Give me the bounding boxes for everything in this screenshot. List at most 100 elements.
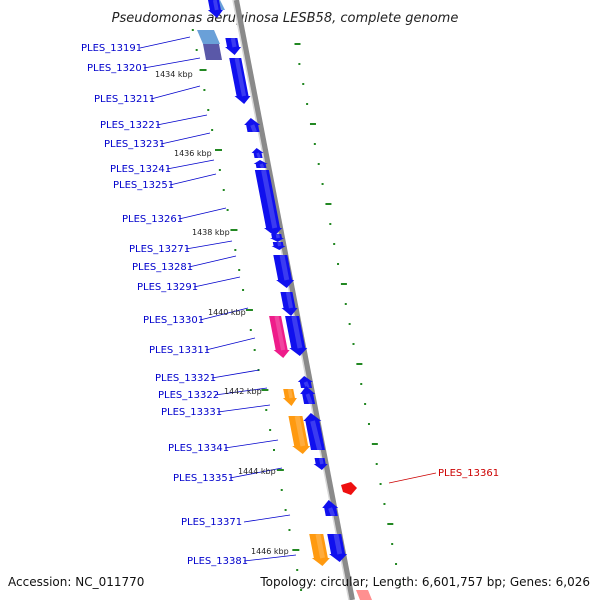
gene-arrow <box>322 500 339 516</box>
gene-arrow-orange <box>282 389 297 406</box>
gene-arrow-orange-shade <box>294 415 306 447</box>
gene-arrow <box>280 292 298 316</box>
gene-arrow-orange-shade <box>315 533 325 559</box>
gene-arrow-shade <box>230 37 237 48</box>
gene-arrow-orange <box>288 416 311 454</box>
gene-arrow <box>225 38 242 55</box>
gene-arrow <box>254 170 283 236</box>
gene-arrow-shade <box>333 533 343 555</box>
gene-arrow-shade <box>303 381 310 389</box>
gene-arrow <box>285 316 308 356</box>
gene-arrow-red <box>356 590 372 600</box>
gene-arrow-pink-shade <box>274 315 286 351</box>
gene-arrow-shade <box>250 124 257 133</box>
gene-arrow-red <box>341 482 357 495</box>
gene-arrow-shade <box>256 152 261 159</box>
gene-arrow <box>244 118 261 132</box>
leader-line <box>229 467 283 479</box>
gene-label[interactable]: PLES_13351 <box>173 473 234 484</box>
topology-text: Topology: circular; Length: 6,601,757 bp… <box>259 575 590 589</box>
gene-label[interactable]: PLES_13381 <box>187 556 248 567</box>
gene-arrow-shade <box>277 241 282 247</box>
leader-line <box>156 114 208 126</box>
map-title: Pseudomonas aeruginosa LESB58, complete … <box>112 11 459 26</box>
gene-label[interactable]: PLES_13261 <box>122 214 183 225</box>
leader-line <box>243 554 297 562</box>
gene-arrow <box>270 234 285 242</box>
gene-label[interactable]: PLES_13371 <box>181 517 242 528</box>
leader-line <box>143 57 201 69</box>
gene-arrow-shade <box>212 0 219 11</box>
gene-label[interactable]: PLES_13251 <box>113 180 174 191</box>
gene-arrow-shade <box>279 254 290 281</box>
gene-arrow-shade <box>319 457 324 465</box>
gene-arrow-shade <box>275 233 280 239</box>
gene-arrow <box>300 386 316 404</box>
gene-arrow <box>271 242 286 250</box>
gene-label[interactable]: PLES_13311 <box>149 345 210 356</box>
leader-line <box>150 85 201 100</box>
gene-label-highlight[interactable]: PLES_13361 <box>438 468 499 479</box>
gene-arrow <box>207 0 223 18</box>
gene-arrow-shade <box>328 507 336 517</box>
leader-line <box>217 404 271 413</box>
leader-line <box>185 240 233 250</box>
gene-label[interactable]: PLES_13281 <box>132 262 193 273</box>
kbp-label: 1436 kbp <box>174 149 212 158</box>
label-leaders <box>139 36 437 562</box>
leader-line <box>160 132 211 145</box>
gene-features <box>207 0 372 600</box>
gene-arrow <box>297 376 313 388</box>
kbp-label: 1434 kbp <box>155 70 193 79</box>
gene-labels: PLES_13191 PLES_13201 PLES_13211 PLES_13… <box>81 43 499 567</box>
kbp-label: 1442 kbp <box>224 387 262 396</box>
leader-line <box>211 369 260 379</box>
gene-arrow <box>327 534 348 562</box>
leader-line <box>188 255 237 268</box>
gene-label[interactable]: PLES_13201 <box>87 63 148 74</box>
gene-arrow-shade <box>285 291 294 309</box>
leader-line <box>214 387 268 396</box>
leader-line <box>139 36 191 49</box>
leader-line <box>199 307 249 321</box>
gene-label[interactable]: PLES_13331 <box>161 407 222 418</box>
kbp-labels: 1434 kbp 1436 kbp 1438 kbp 1440 kbp 1442… <box>155 70 289 556</box>
gene-label[interactable]: PLES_13321 <box>155 373 216 384</box>
gene-label[interactable]: PLES_13341 <box>168 443 229 454</box>
gene-arrow <box>313 458 328 470</box>
gene-arrow-shade <box>291 315 303 349</box>
gene-label[interactable]: PLES_13301 <box>143 315 204 326</box>
kbp-label: 1438 kbp <box>192 228 230 237</box>
leader-line <box>166 159 215 170</box>
gene-arrow <box>253 160 268 168</box>
gene-label[interactable]: PLES_13291 <box>137 282 198 293</box>
gene-arrow-shade <box>259 163 265 169</box>
gene-label[interactable]: PLES_13271 <box>129 244 190 255</box>
gene-arrow-shade <box>261 169 278 229</box>
gene-arrow <box>251 148 264 158</box>
leader-line <box>205 337 256 351</box>
gene-label[interactable]: PLES_13221 <box>100 120 161 131</box>
kbp-label: 1440 kbp <box>208 308 246 317</box>
accession-text: Accession: NC_011770 <box>8 575 144 589</box>
gene-label[interactable]: PLES_13231 <box>104 139 165 150</box>
gene-arrow-pink <box>269 316 290 358</box>
leader-line <box>169 173 217 186</box>
kbp-label: 1444 kbp <box>238 467 276 476</box>
gene-arrow <box>229 58 251 104</box>
leader-line <box>224 439 279 449</box>
leader-line <box>178 207 227 220</box>
kbp-label: 1446 kbp <box>251 547 289 556</box>
gene-arrow-orange-shade <box>287 388 293 399</box>
gene-label[interactable]: PLES_13191 <box>81 43 142 54</box>
gene-label[interactable]: PLES_13322 <box>158 390 219 401</box>
scale-ticks <box>191 29 401 591</box>
gene-arrow <box>303 413 325 450</box>
gene-label[interactable]: PLES_13241 <box>110 164 171 175</box>
gene-arrow-orange <box>309 534 330 566</box>
gene-arrow <box>273 255 295 288</box>
gene-arrow-shade <box>305 393 313 405</box>
leader-line <box>243 514 291 523</box>
gene-label[interactable]: PLES_13211 <box>94 94 155 105</box>
